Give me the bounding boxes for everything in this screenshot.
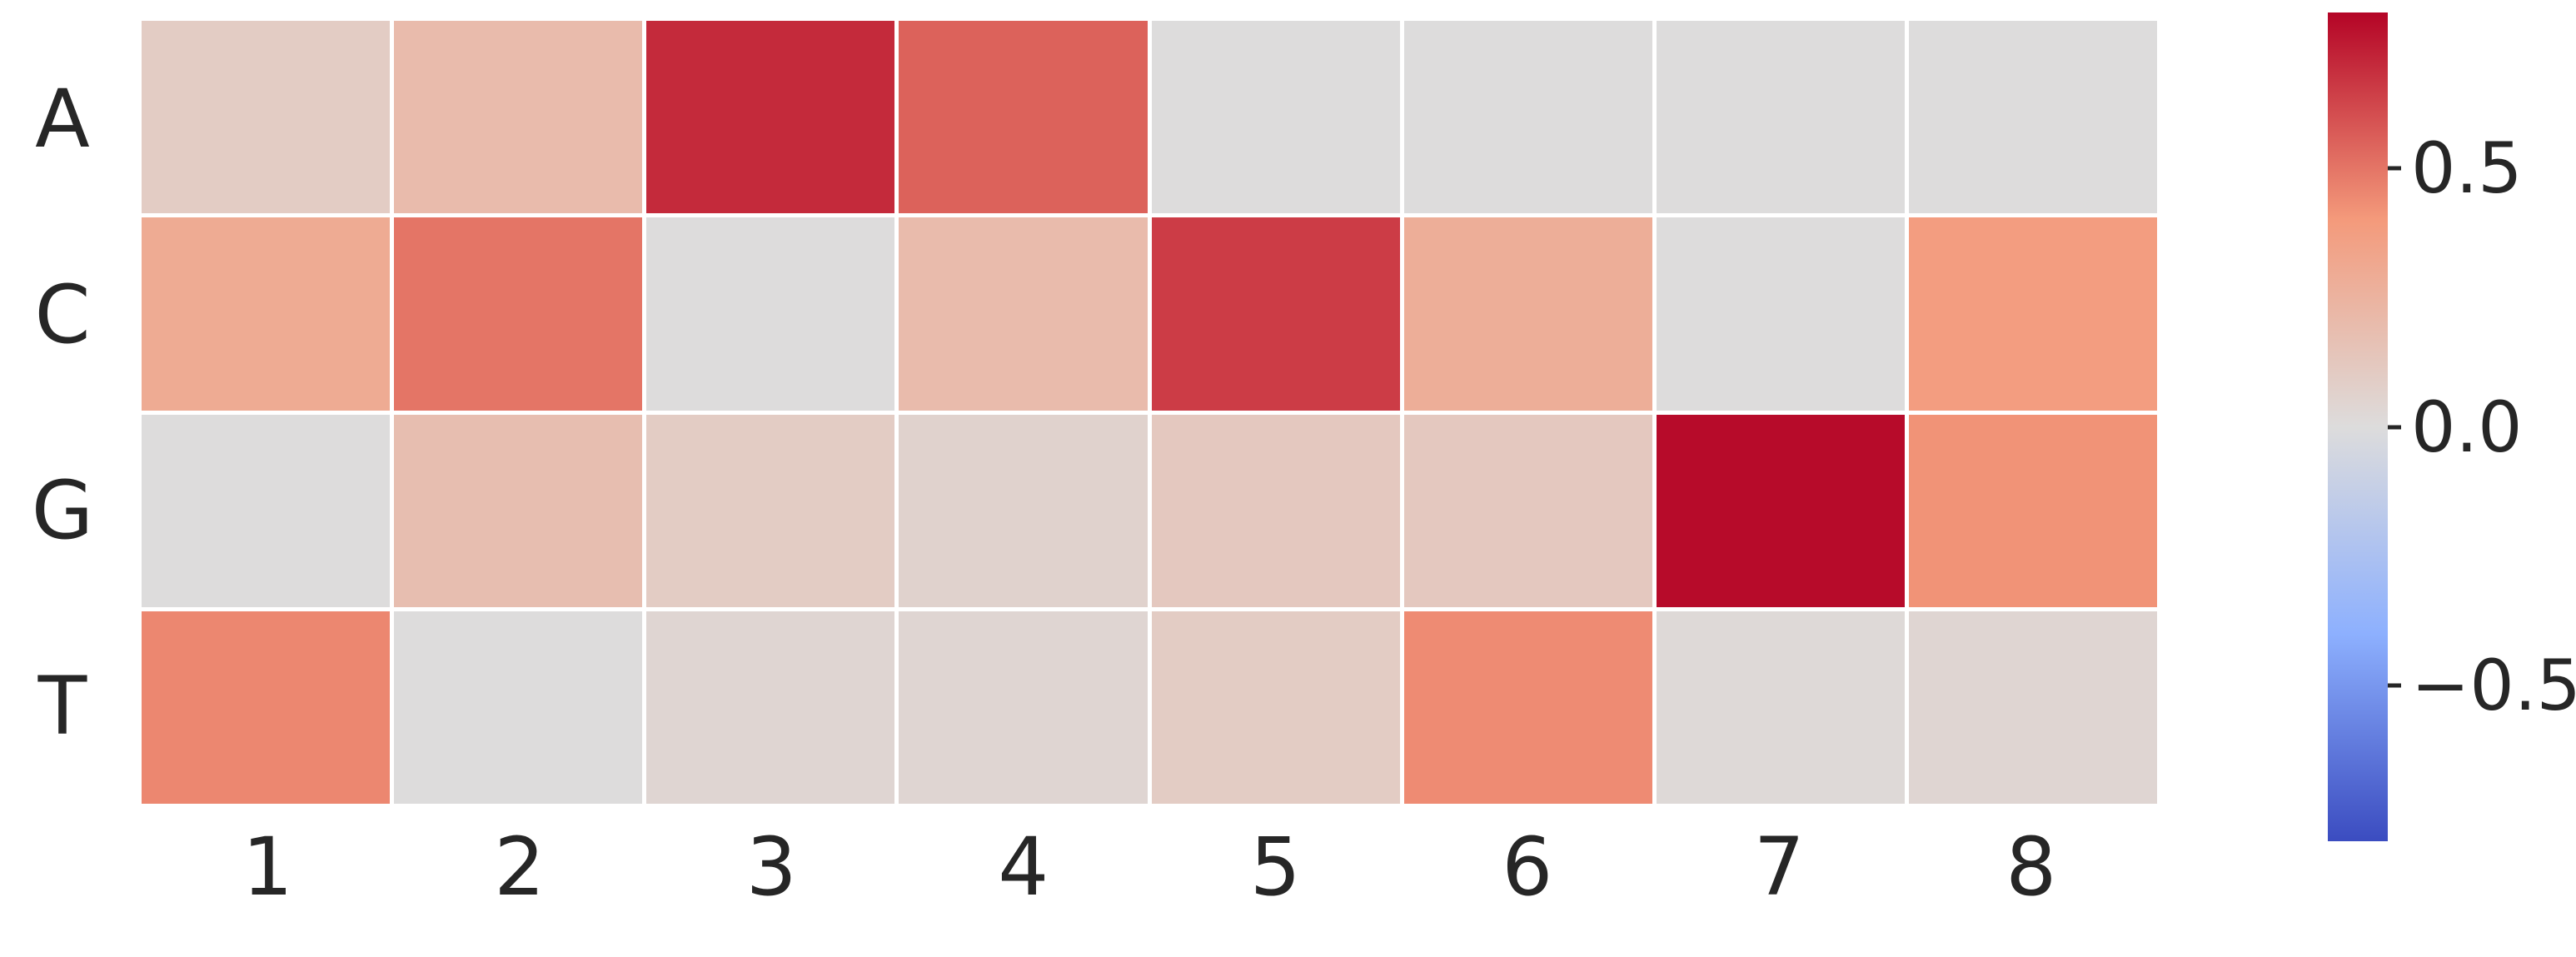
col-label-3: 3 [745, 820, 797, 914]
heatmap-cell-T-7 [1656, 611, 1905, 804]
colorbar-tick-label: 0.0 [2411, 386, 2523, 468]
row-label-G: G [31, 463, 94, 557]
heatmap-cell-T-4 [899, 611, 1148, 804]
heatmap-cell-T-5 [1151, 611, 1400, 804]
col-label-5: 5 [1249, 820, 1301, 914]
colorbar-tick [2388, 166, 2401, 171]
heatmap-cell-A-6 [1403, 21, 1652, 214]
heatmap-cell-A-2 [394, 21, 643, 214]
x-axis-tick-labels: 1 2 3 4 5 6 7 8 [142, 812, 2157, 937]
heatmap-cell-G-5 [1151, 414, 1400, 607]
heatmap-cell-C-6 [1403, 217, 1652, 411]
col-label-2: 2 [494, 820, 546, 914]
heatmap-cell-G-8 [1908, 414, 2157, 607]
heatmap-cell-T-6 [1403, 611, 1652, 804]
heatmap-cell-C-7 [1656, 217, 1905, 411]
colorbar-gradient [2328, 12, 2388, 841]
row-label-A: A [35, 72, 90, 166]
heatmap [142, 21, 2157, 804]
heatmap-cell-C-5 [1151, 217, 1400, 411]
heatmap-cell-C-3 [646, 217, 895, 411]
heatmap-cell-G-1 [142, 414, 391, 607]
heatmap-cell-T-3 [646, 611, 895, 804]
heatmap-cell-A-4 [899, 21, 1148, 214]
heatmap-cell-G-7 [1656, 414, 1905, 607]
colorbar-tick [2388, 425, 2401, 429]
heatmap-cell-A-1 [142, 21, 391, 214]
y-axis-tick-labels: A C G T [0, 21, 125, 804]
heatmap-cell-C-2 [394, 217, 643, 411]
heatmap-cell-A-7 [1656, 21, 1905, 214]
row-label-C: C [34, 267, 91, 361]
heatmap-cell-A-8 [1908, 21, 2157, 214]
heatmap-cell-A-3 [646, 21, 895, 214]
col-label-7: 7 [1753, 820, 1805, 914]
heatmap-cell-T-2 [394, 611, 643, 804]
col-label-8: 8 [2005, 820, 2057, 914]
col-label-1: 1 [242, 820, 293, 914]
heatmap-cell-T-8 [1908, 611, 2157, 804]
colorbar-tick-label: −0.5 [2411, 645, 2576, 727]
heatmap-cell-C-1 [142, 217, 391, 411]
colorbar: 0.5 0.0 −0.5 [2328, 12, 2576, 841]
row-label-T: T [37, 659, 87, 753]
heatmap-cell-T-1 [142, 611, 391, 804]
col-label-6: 6 [1502, 820, 1553, 914]
heatmap-cell-G-4 [899, 414, 1148, 607]
colorbar-tick-label: 0.5 [2411, 127, 2523, 209]
heatmap-cell-C-4 [899, 217, 1148, 411]
colorbar-tick [2388, 683, 2401, 688]
heatmap-cell-C-8 [1908, 217, 2157, 411]
heatmap-cell-G-2 [394, 414, 643, 607]
col-label-4: 4 [998, 820, 1049, 914]
heatmap-cell-G-3 [646, 414, 895, 607]
heatmap-cell-A-5 [1151, 21, 1400, 214]
heatmap-cell-G-6 [1403, 414, 1652, 607]
